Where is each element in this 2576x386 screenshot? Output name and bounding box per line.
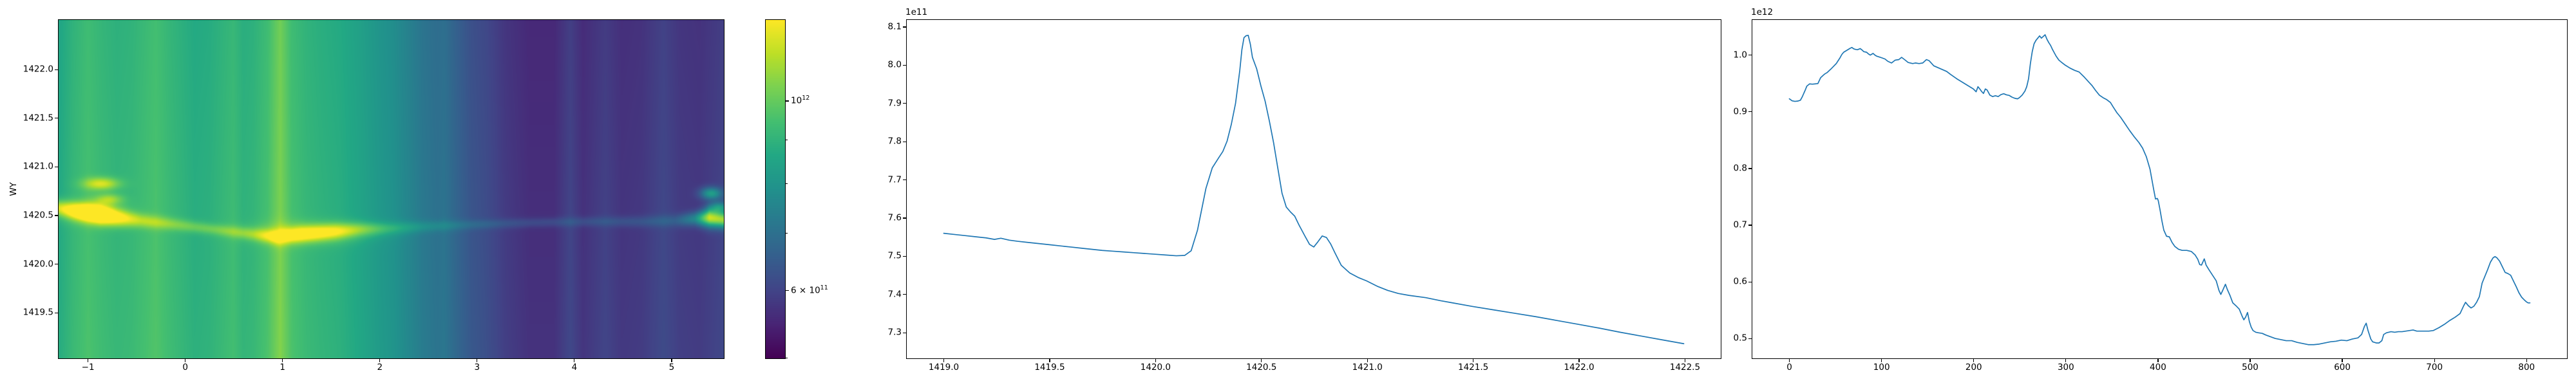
y-tick-label: 8.0: [887, 59, 902, 70]
x-tick-label: 1419.5: [1034, 362, 1065, 372]
colorbar-minor-tick: [785, 183, 788, 185]
x-tick: [2249, 358, 2251, 362]
colorbar-gradient: [766, 20, 785, 358]
y-axis-label-wy: WY: [8, 182, 19, 196]
x-tick-label: −1: [81, 362, 95, 372]
heatmap-axes: −1 0 1 2 3 4 5 1419.5 1420.0 1420.5 1421.0 1421.5 14…: [23, 19, 724, 372]
x-tick: [2434, 358, 2435, 362]
x-tick-label: 3: [474, 362, 480, 372]
y-tick-label: 1.0: [1733, 50, 1747, 60]
heatmap-image: [59, 20, 724, 358]
y-tick-label: 0.7: [1733, 219, 1747, 230]
middle-line-axes: 1419.0 1419.5 1420.0 1420.5 1421.0 1421.5 1422…: [888, 19, 1721, 372]
y-tick-label: 7.3: [887, 327, 902, 338]
x-tick-label: 2: [377, 362, 383, 372]
x-tick: [2526, 358, 2527, 362]
x-tick-label: 500: [2242, 362, 2259, 372]
y-tick-label: 0.6: [1733, 276, 1747, 287]
x-tick-label: 0: [1786, 362, 1792, 372]
y-tick-label: 1421.5: [23, 113, 53, 124]
middle-axis-offset-label: 1e11: [905, 7, 928, 17]
colorbar-tick-label: 6 × 1011: [791, 284, 828, 296]
x-tick-label: 0: [182, 362, 188, 372]
y-tick-label: 7.6: [887, 212, 902, 223]
x-tick-label: 1420.0: [1140, 362, 1171, 372]
y-tick: [1748, 338, 1752, 339]
x-tick-label: 1419.0: [928, 362, 960, 372]
y-tick-label: 0.5: [1733, 333, 1747, 344]
y-tick: [903, 103, 907, 104]
colorbar-minor-tick: [785, 233, 788, 234]
x-tick-label: 400: [2150, 362, 2166, 372]
x-tick-label: 800: [2518, 362, 2535, 372]
colorbar-major-tick: [785, 100, 789, 102]
y-tick: [903, 26, 907, 28]
y-tick-label: 1420.0: [23, 258, 53, 269]
x-tick-label: 600: [2334, 362, 2351, 372]
y-tick-label: 0.8: [1733, 163, 1747, 174]
colorbar-tick-label: 1012: [791, 94, 810, 106]
y-tick: [903, 217, 907, 219]
y-tick-label: 7.4: [887, 289, 902, 300]
y-tick-label: 8.1: [887, 21, 902, 32]
x-tick: [1788, 358, 1790, 362]
y-tick: [903, 255, 907, 257]
y-tick: [55, 215, 59, 216]
x-tick: [282, 358, 283, 362]
x-tick-label: 1421.0: [1352, 362, 1383, 372]
x-tick-label: 1420.5: [1246, 362, 1277, 372]
x-tick: [1049, 358, 1050, 362]
y-tick-label: 1420.5: [23, 210, 53, 221]
x-tick-label: 700: [2426, 362, 2443, 372]
y-tick-label: 7.5: [887, 250, 902, 261]
x-tick: [1367, 358, 1368, 362]
x-tick: [1578, 358, 1580, 362]
x-tick-label: 4: [571, 362, 578, 372]
x-tick: [943, 358, 945, 362]
data-series-line: [943, 35, 1685, 345]
x-tick: [1155, 358, 1156, 362]
x-tick-label: 5: [668, 362, 675, 372]
data-series-line: [1788, 34, 2531, 345]
y-tick-label: 7.7: [887, 174, 902, 185]
right-axis-offset-label: 1e12: [1751, 7, 1774, 17]
y-tick: [1748, 168, 1752, 169]
colorbar-axes: 1012 6 × 1011: [765, 19, 828, 359]
x-tick-label: 200: [1965, 362, 1982, 372]
colorbar-major-tick: [785, 290, 789, 291]
x-tick-label: 1422.0: [1564, 362, 1595, 372]
x-tick: [1261, 358, 1262, 362]
y-tick-label: 0.9: [1733, 106, 1747, 117]
x-tick-label: 300: [2057, 362, 2074, 372]
y-tick: [1748, 111, 1752, 113]
y-tick: [55, 69, 59, 70]
x-tick-label: 100: [1873, 362, 1890, 372]
x-tick: [2065, 358, 2067, 362]
x-tick: [671, 358, 672, 362]
x-tick-label: 1421.5: [1457, 362, 1489, 372]
right-line-plot: [1788, 34, 2531, 345]
right-line-axes: 0 100 200 300 400 500 600 700 800 0.5 0.6 0.7 0.8 0.9…: [1734, 19, 2568, 372]
y-tick: [903, 64, 907, 66]
middle-line-plot: [943, 35, 1685, 345]
x-tick: [379, 358, 381, 362]
y-tick-label: 1421.0: [23, 161, 53, 172]
x-tick: [2157, 358, 2159, 362]
y-tick-label: 1419.5: [23, 307, 53, 318]
y-tick-label: 7.9: [887, 97, 902, 108]
x-tick-label: 1422.5: [1669, 362, 1701, 372]
y-tick-label: 7.8: [887, 136, 902, 147]
x-tick: [1881, 358, 1882, 362]
y-tick: [903, 179, 907, 181]
x-tick-label: 1: [279, 362, 286, 372]
y-tick: [903, 294, 907, 295]
x-tick: [1973, 358, 1975, 362]
y-tick-label: 1422.0: [23, 64, 53, 75]
